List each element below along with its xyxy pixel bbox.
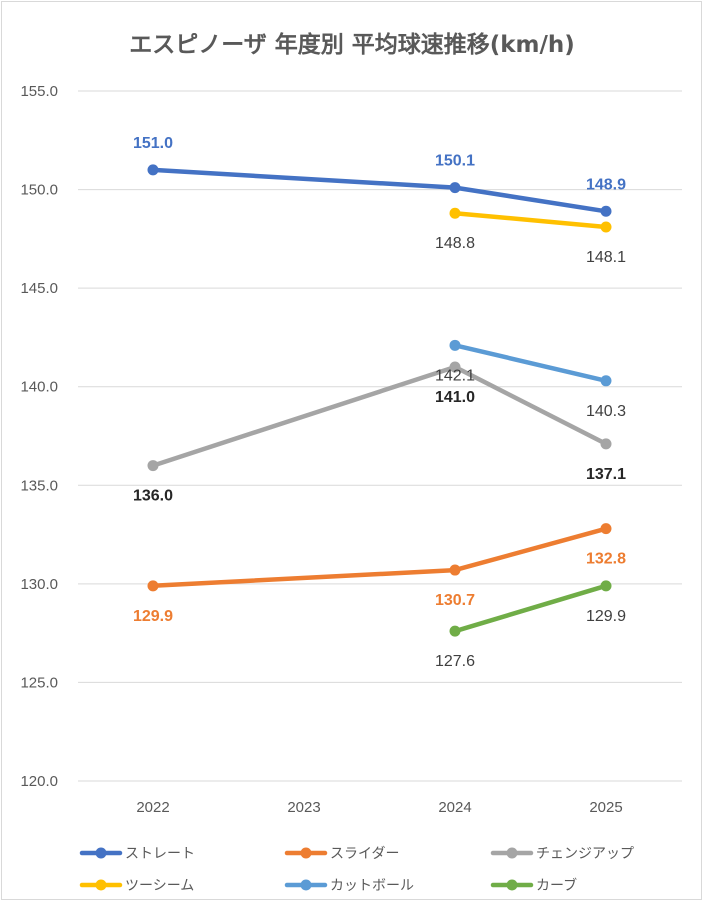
legend-marker-4 [95, 879, 107, 891]
data-point-1-2025 [600, 205, 612, 217]
data-label-5-2024: 142.1 [435, 367, 475, 384]
data-point-5-2024 [449, 339, 461, 351]
data-point-1-2022 [147, 164, 159, 176]
chart-title: エスピノーザ 年度別 平均球速推移(km/h) [129, 31, 575, 58]
data-label-4-2024: 148.8 [435, 235, 475, 252]
data-label-2-2024: 130.7 [435, 592, 475, 609]
data-label-1-2025: 148.9 [586, 176, 626, 193]
y-tick-label-135-0: 135.0 [20, 477, 58, 494]
data-point-1-2024 [449, 182, 461, 194]
series-line-1 [150, 167, 609, 214]
data-label-6-2025: 129.9 [586, 608, 626, 625]
legend-label-5: カットボール [330, 878, 414, 894]
data-label-6-2024: 127.6 [435, 653, 475, 670]
data-point-5-2025 [600, 375, 612, 387]
data-point-3-2025 [600, 438, 612, 450]
legend-label-6: カーブ [536, 877, 577, 894]
y-tick-label-130-0: 130.0 [20, 576, 58, 593]
series-group [147, 164, 612, 637]
series-line-5 [452, 343, 609, 384]
y-tick-label-155-0: 155.0 [20, 83, 58, 100]
x-tick-label-2023: 2023 [287, 799, 320, 816]
legend-marker-3 [506, 847, 518, 859]
legend-marker-5 [300, 879, 312, 891]
y-axis: 120.0 125.0 130.0 135.0 140.0 145.0 150.0 155.0 [20, 83, 58, 790]
gridlines [78, 90, 682, 782]
data-point-3-2022 [147, 460, 159, 472]
legend-label-1: ストレート [125, 846, 195, 862]
data-point-4-2025 [600, 221, 612, 233]
y-tick-label-140-0: 140.0 [20, 379, 58, 396]
data-label-2-2022: 129.9 [133, 608, 173, 625]
legend-marker-1 [95, 847, 107, 859]
data-label-1-2022: 151.0 [133, 135, 173, 152]
data-labels: 151.0 150.1 148.9 129.9 130.7 132.8 136.0 141.0… [133, 135, 626, 670]
series-line-6 [452, 583, 609, 634]
legend-label-3: チェンジアップ [536, 846, 634, 862]
data-label-3-2022: 136.0 [133, 488, 173, 505]
data-point-6-2024 [449, 625, 461, 637]
x-tick-label-2024: 2024 [438, 799, 471, 816]
data-point-2-2022 [147, 580, 159, 592]
data-point-4-2024 [449, 207, 461, 219]
y-tick-label-120-0: 120.0 [20, 773, 58, 790]
x-tick-label-2022: 2022 [136, 799, 169, 816]
series-line-3 [150, 364, 609, 468]
data-label-2-2025: 132.8 [586, 551, 626, 568]
legend-marker-2 [300, 847, 312, 859]
x-tick-label-2025: 2025 [589, 799, 622, 816]
data-label-3-2025: 137.1 [586, 466, 626, 483]
data-label-4-2025: 148.1 [586, 249, 626, 266]
series-line-2 [150, 526, 609, 589]
data-label-5-2025: 140.3 [586, 403, 626, 420]
data-point-6-2025 [600, 580, 612, 592]
y-tick-label-150-0: 150.0 [20, 182, 58, 199]
data-label-1-2024: 150.1 [435, 153, 475, 170]
x-axis: 2022 2023 2024 2025 [136, 799, 622, 816]
legend-label-2: スライダー [330, 846, 399, 862]
series-line-4 [452, 210, 609, 230]
data-point-2-2025 [600, 523, 612, 535]
legend-marker-6 [506, 879, 518, 891]
y-tick-label-145-0: 145.0 [20, 280, 58, 297]
data-label-3-2024: 141.0 [435, 389, 475, 406]
data-point-2-2024 [449, 564, 461, 576]
legend-label-4: ツーシーム [125, 878, 194, 894]
y-tick-label-125-0: 125.0 [20, 674, 58, 691]
data-point-3-2024 [449, 361, 461, 373]
